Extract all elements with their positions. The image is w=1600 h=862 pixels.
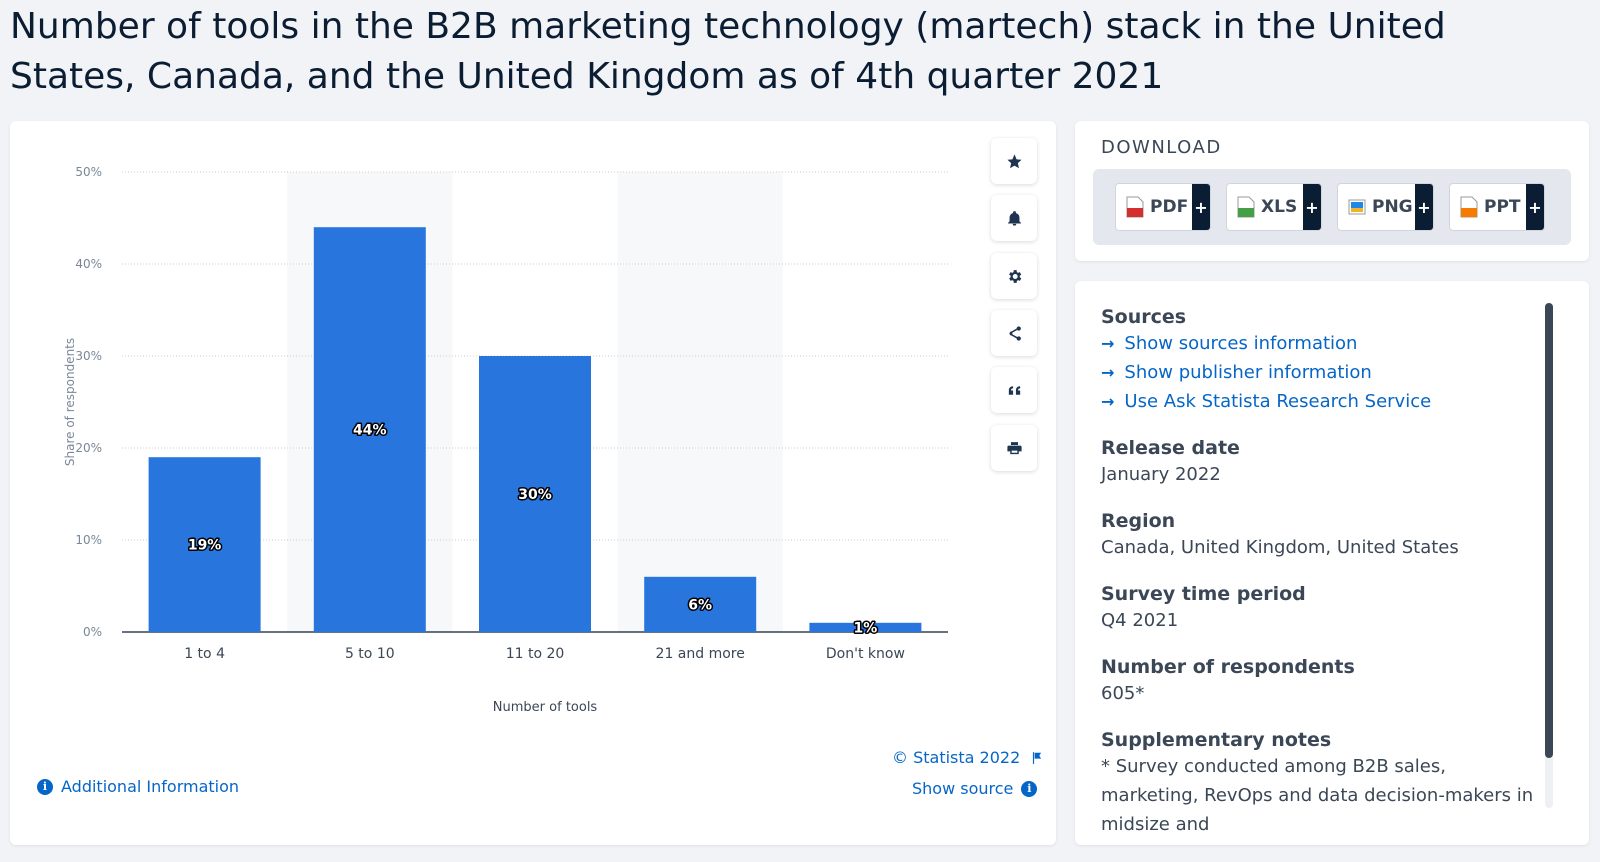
- y-axis-title: Share of respondents: [63, 338, 77, 466]
- survey-period-heading: Survey time period: [1101, 583, 1306, 605]
- statista-copyright-link[interactable]: © Statista 2022: [892, 748, 1044, 767]
- download-ppt-button[interactable]: PPT +: [1449, 183, 1545, 231]
- download-card: DOWNLOAD PDF + XLS + PNG +: [1075, 121, 1589, 261]
- data-label: 44%: [353, 423, 387, 439]
- share-icon: [1009, 325, 1021, 341]
- show-publisher-link[interactable]: → Show publisher information: [1101, 358, 1541, 387]
- release-date-heading: Release date: [1101, 437, 1240, 459]
- chart-card: 0% 10% 20% 30% 40% 50% 1 to 4 5 to 10 11 to 20 2…: [10, 121, 1056, 845]
- bar-chart: 0% 10% 20% 30% 40% 50% 1 to 4 5 to 10 11 to 20 2…: [63, 165, 948, 715]
- bar[interactable]: [479, 356, 591, 632]
- info-scrollbar[interactable]: [1545, 303, 1553, 808]
- ppt-icon: [1460, 196, 1478, 218]
- show-publisher-text: Show publisher information: [1124, 362, 1372, 383]
- x-tick-label: 21 and more: [656, 646, 745, 662]
- download-tray: PDF + XLS + PNG + PPT +: [1093, 169, 1571, 245]
- show-sources-text: Show sources information: [1124, 333, 1358, 354]
- bar[interactable]: [644, 576, 757, 632]
- page-title: Number of tools in the B2B marketing tec…: [10, 6, 1446, 97]
- flag-icon: [1033, 751, 1042, 764]
- region-heading: Region: [1101, 510, 1176, 532]
- download-pdf-button[interactable]: PDF +: [1115, 183, 1211, 231]
- settings-button[interactable]: [991, 253, 1037, 299]
- supplementary-notes-section: Supplementary notes * Survey conducted a…: [1101, 728, 1541, 839]
- arrow-right-icon: →: [1101, 334, 1115, 353]
- y-tick-label: 0%: [83, 625, 102, 639]
- region-section: Region Canada, United Kingdom, United St…: [1101, 509, 1541, 562]
- region-value: Canada, United Kingdom, United States: [1101, 537, 1459, 558]
- ask-statista-link[interactable]: → Use Ask Statista Research Service: [1101, 387, 1541, 416]
- png-label: PNG: [1372, 197, 1413, 217]
- gear-icon: [1008, 269, 1021, 283]
- plus-icon: +: [1192, 184, 1210, 230]
- copyright-text: © Statista 2022: [892, 748, 1021, 767]
- arrow-right-icon: →: [1101, 363, 1115, 382]
- ask-statista-text: Use Ask Statista Research Service: [1124, 391, 1432, 412]
- share-button[interactable]: [991, 310, 1037, 356]
- data-label: 1%: [854, 620, 878, 636]
- x-tick-label: 11 to 20: [506, 646, 565, 662]
- x-tick-label: Don't know: [826, 646, 905, 662]
- bell-icon: [1007, 210, 1021, 226]
- download-xls-button[interactable]: XLS +: [1226, 183, 1322, 231]
- cite-button[interactable]: [991, 367, 1037, 413]
- respondents-heading: Number of respondents: [1101, 656, 1355, 678]
- print-icon: [1006, 441, 1022, 454]
- arrow-right-icon: →: [1101, 392, 1115, 411]
- y-tick-label: 20%: [75, 441, 102, 455]
- x-tick-label: 5 to 10: [345, 646, 395, 662]
- ppt-label: PPT: [1484, 197, 1521, 217]
- print-button[interactable]: [991, 425, 1037, 471]
- download-png-button[interactable]: PNG +: [1337, 183, 1434, 231]
- download-heading: DOWNLOAD: [1101, 137, 1222, 158]
- scrollbar-thumb[interactable]: [1545, 303, 1553, 758]
- x-tick-label: 1 to 4: [184, 646, 225, 662]
- xls-label: XLS: [1261, 197, 1298, 217]
- plus-icon: +: [1526, 184, 1544, 230]
- pdf-label: PDF: [1150, 197, 1189, 217]
- additional-information-text: Additional Information: [61, 777, 240, 796]
- supplementary-notes-heading: Supplementary notes: [1101, 729, 1332, 751]
- y-tick-label: 30%: [75, 349, 102, 363]
- y-tick-label: 50%: [75, 165, 102, 179]
- info-icon: i: [37, 778, 53, 795]
- survey-period-value: Q4 2021: [1101, 610, 1179, 631]
- data-label: 6%: [688, 597, 712, 613]
- favorite-button[interactable]: [991, 138, 1037, 184]
- show-source-text: Show source: [912, 779, 1014, 798]
- respondents-value: 605*: [1101, 683, 1145, 704]
- quote-icon: [1008, 385, 1020, 395]
- sources-heading: Sources: [1101, 306, 1187, 328]
- survey-period-section: Survey time period Q4 2021: [1101, 582, 1541, 635]
- bar[interactable]: [313, 227, 426, 632]
- data-label: 30%: [518, 487, 552, 503]
- alternate-band: [617, 172, 783, 632]
- xls-icon: [1237, 196, 1255, 218]
- y-tick-label: 10%: [75, 533, 102, 547]
- y-tick-label: 40%: [75, 257, 102, 271]
- plus-icon: +: [1303, 184, 1321, 230]
- show-source-link[interactable]: Show source i: [912, 779, 1038, 798]
- star-icon: [1006, 153, 1022, 168]
- info-card: Sources → Show sources information → Sho…: [1075, 281, 1589, 845]
- release-date-value: January 2022: [1101, 464, 1221, 485]
- bar[interactable]: [809, 622, 922, 632]
- show-sources-link[interactable]: → Show sources information: [1101, 329, 1541, 358]
- x-axis-title: Number of tools: [493, 700, 598, 715]
- data-label: 19%: [188, 538, 222, 554]
- pdf-icon: [1126, 196, 1144, 218]
- release-date-section: Release date January 2022: [1101, 436, 1541, 489]
- plus-icon: +: [1415, 184, 1433, 230]
- sources-section: Sources → Show sources information → Sho…: [1101, 305, 1541, 416]
- respondents-section: Number of respondents 605*: [1101, 655, 1541, 708]
- supplementary-notes-value: * Survey conducted among B2B sales, mark…: [1101, 756, 1534, 835]
- bar[interactable]: [148, 457, 261, 632]
- png-icon: [1348, 199, 1366, 215]
- additional-information-link[interactable]: i Additional Information: [37, 777, 239, 796]
- notification-button[interactable]: [991, 195, 1037, 241]
- info-icon: i: [1021, 780, 1038, 797]
